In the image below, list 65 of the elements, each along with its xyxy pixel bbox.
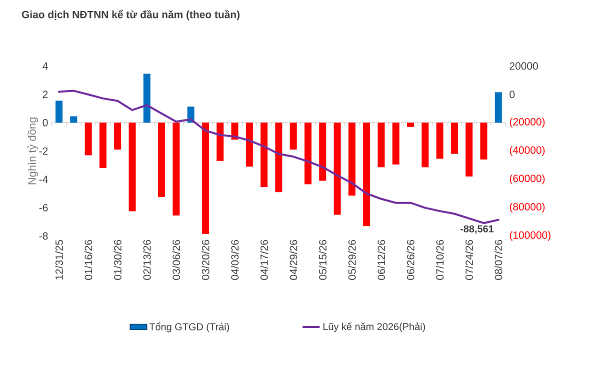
- bar: [304, 122, 312, 184]
- bar: [172, 122, 180, 216]
- bar: [480, 122, 488, 160]
- bar: [99, 122, 106, 168]
- y-tick-label: -6: [39, 204, 48, 212]
- y-tick-label: -2: [39, 147, 48, 155]
- y2-tick-label: (80000): [510, 202, 545, 213]
- bar: [143, 74, 150, 123]
- bar: [202, 122, 209, 234]
- x-tick-label: 12/31/25: [55, 240, 63, 280]
- bar: [407, 122, 414, 127]
- bar: [128, 122, 136, 212]
- legend-label: Tổng GTGD (Trái): [149, 322, 230, 332]
- line-series: [58, 90, 500, 224]
- x-tick-label: 06/26/26: [406, 240, 414, 280]
- x-tick-label: 05/15/26: [318, 240, 326, 280]
- y2-tick-label: (100000): [510, 231, 550, 241]
- y2-tick-label: 0: [510, 90, 515, 98]
- x-tick-label: 01/30/26: [114, 240, 122, 280]
- bar: [348, 122, 356, 196]
- bar: [319, 122, 326, 181]
- x-tick-label: 03/06/26: [172, 240, 180, 280]
- y2-tick-label: (60000): [510, 174, 545, 184]
- bar: [422, 122, 429, 168]
- y-axis-title: Nghìn tỷ đồng: [27, 118, 38, 184]
- x-tick-label: 06/12/26: [377, 240, 386, 280]
- y2-tick-label: (40000): [510, 146, 545, 156]
- bar: [363, 122, 370, 226]
- x-tick-label: 07/24/26: [465, 240, 473, 280]
- x-tick-label: 04/03/26: [230, 240, 239, 280]
- bar: [70, 116, 78, 123]
- bar: [216, 122, 224, 161]
- y-tick-label: -4: [39, 176, 48, 183]
- bar: [275, 122, 282, 192]
- bar: [84, 122, 92, 156]
- y-tick-label: 2: [42, 90, 48, 98]
- y-tick-label: 4: [42, 62, 48, 70]
- bar: [246, 122, 253, 167]
- y2-tick-label: 20000: [510, 62, 538, 70]
- bar: [290, 122, 297, 150]
- y2-tick-label: (20000): [510, 118, 545, 128]
- y-tick-label: 0: [42, 118, 48, 126]
- bar: [56, 100, 63, 123]
- bar: [450, 122, 458, 154]
- x-tick-label: 05/29/26: [348, 240, 356, 280]
- x-tick-label: 03/20/26: [202, 240, 210, 280]
- x-tick-label: 04/29/26: [290, 240, 298, 280]
- bar: [466, 122, 473, 176]
- bar: [494, 92, 502, 123]
- x-tick-label: 08/07/26: [494, 240, 502, 280]
- bar: [334, 122, 341, 215]
- data-label: -88,561: [460, 225, 494, 234]
- chart-title: Giao dịch NĐTNN kể từ đầu năm (theo tuần): [22, 10, 240, 20]
- bar: [392, 122, 400, 164]
- bar: [378, 122, 385, 168]
- x-tick-label: 02/13/26: [143, 240, 151, 280]
- y-tick-label: -8: [39, 232, 48, 240]
- x-tick-label: 01/16/26: [84, 240, 92, 280]
- x-tick-label: 04/17/26: [260, 240, 268, 280]
- bar: [260, 122, 268, 188]
- bar: [436, 122, 444, 159]
- bar: [158, 122, 166, 198]
- bar: [114, 122, 122, 150]
- x-tick-label: 07/10/26: [436, 240, 444, 280]
- legend-label: Lũy kế năm 2026(Phải): [323, 322, 425, 332]
